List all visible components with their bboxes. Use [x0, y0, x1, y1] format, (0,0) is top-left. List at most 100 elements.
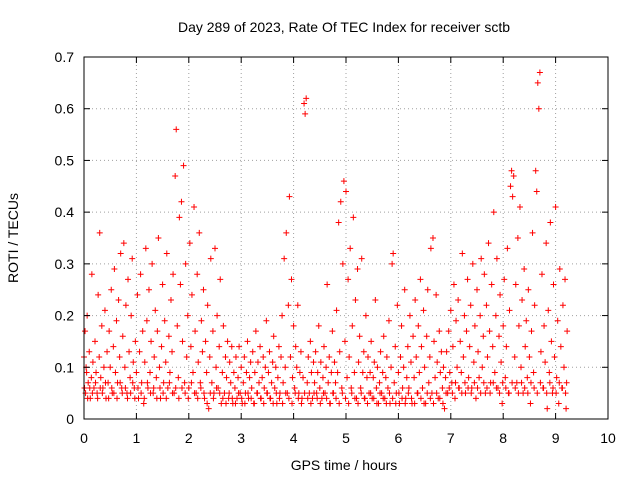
data-point [220, 322, 227, 329]
data-point [185, 395, 192, 402]
data-point [395, 390, 402, 397]
data-point [295, 395, 302, 402]
data-point [248, 384, 255, 391]
grid-lines [84, 57, 608, 419]
data-point [515, 390, 522, 397]
data-point [163, 250, 170, 257]
data-point [339, 390, 346, 397]
data-point [373, 384, 380, 391]
data-point [110, 343, 117, 350]
data-point [206, 353, 213, 360]
data-point [170, 271, 177, 278]
data-point [307, 338, 314, 345]
data-point [352, 297, 359, 304]
data-point [516, 203, 523, 210]
data-point [333, 307, 340, 314]
data-point [466, 343, 473, 350]
data-point [147, 369, 154, 376]
data-point [320, 390, 327, 397]
data-point [104, 348, 111, 355]
data-point [119, 390, 126, 397]
data-point [92, 338, 99, 345]
y-tick-label: 0.1 [55, 359, 75, 375]
data-point [543, 240, 550, 247]
data-point [348, 384, 355, 391]
data-point [205, 405, 212, 412]
data-point [346, 353, 353, 360]
data-point [524, 390, 531, 397]
data-point [483, 302, 490, 309]
data-point [164, 384, 171, 391]
data-point [282, 390, 289, 397]
data-point [509, 193, 516, 200]
data-point [229, 395, 236, 402]
data-point [186, 240, 193, 247]
data-point [365, 353, 372, 360]
data-point [431, 338, 438, 345]
data-point [559, 302, 566, 309]
data-point [166, 379, 173, 386]
data-point [213, 364, 220, 371]
data-point [405, 384, 412, 391]
data-point [310, 359, 317, 366]
data-point [339, 260, 346, 267]
data-point [172, 172, 179, 179]
data-point [380, 333, 387, 340]
data-point [155, 235, 162, 241]
y-tick-label: 0.4 [55, 204, 75, 220]
data-point [544, 405, 551, 412]
data-point [117, 250, 124, 257]
data-point [453, 317, 460, 324]
data-point [329, 390, 336, 397]
data-point [223, 374, 230, 381]
data-point [169, 348, 176, 355]
data-point [85, 379, 92, 386]
data-point [427, 245, 434, 252]
data-point [159, 281, 166, 288]
data-point [380, 395, 387, 402]
data-point [197, 384, 204, 391]
data-point [194, 395, 201, 402]
data-point [219, 369, 226, 376]
data-point [138, 390, 145, 397]
data-point [316, 384, 323, 391]
data-point [315, 322, 322, 329]
data-point [443, 348, 450, 355]
data-point [479, 364, 486, 371]
data-point [402, 400, 409, 407]
data-point [392, 400, 399, 407]
data-point [199, 348, 206, 355]
x-tick-label: 2 [185, 430, 193, 446]
data-point [475, 348, 482, 355]
data-point [308, 369, 315, 376]
data-point [541, 322, 548, 329]
data-point [362, 312, 369, 319]
data-point [86, 384, 93, 391]
data-point [394, 302, 401, 309]
data-point [553, 390, 560, 397]
data-point [124, 395, 131, 402]
data-point [265, 369, 272, 376]
data-point [289, 400, 296, 407]
data-point [292, 390, 299, 397]
data-point [231, 384, 238, 391]
data-point [269, 359, 276, 366]
data-point [129, 255, 136, 262]
data-point [546, 369, 553, 376]
data-point [304, 395, 311, 402]
data-point [530, 369, 537, 376]
data-point [528, 328, 535, 335]
data-point [92, 379, 99, 386]
data-point [300, 374, 307, 381]
data-point [213, 384, 220, 391]
data-point [336, 400, 343, 407]
data-point [263, 317, 270, 324]
data-point [389, 260, 396, 267]
data-point [181, 379, 188, 386]
y-tick-label: 0.7 [55, 49, 75, 65]
data-point [282, 364, 289, 371]
data-point [420, 307, 427, 314]
data-point [433, 390, 440, 397]
data-point [204, 302, 211, 309]
